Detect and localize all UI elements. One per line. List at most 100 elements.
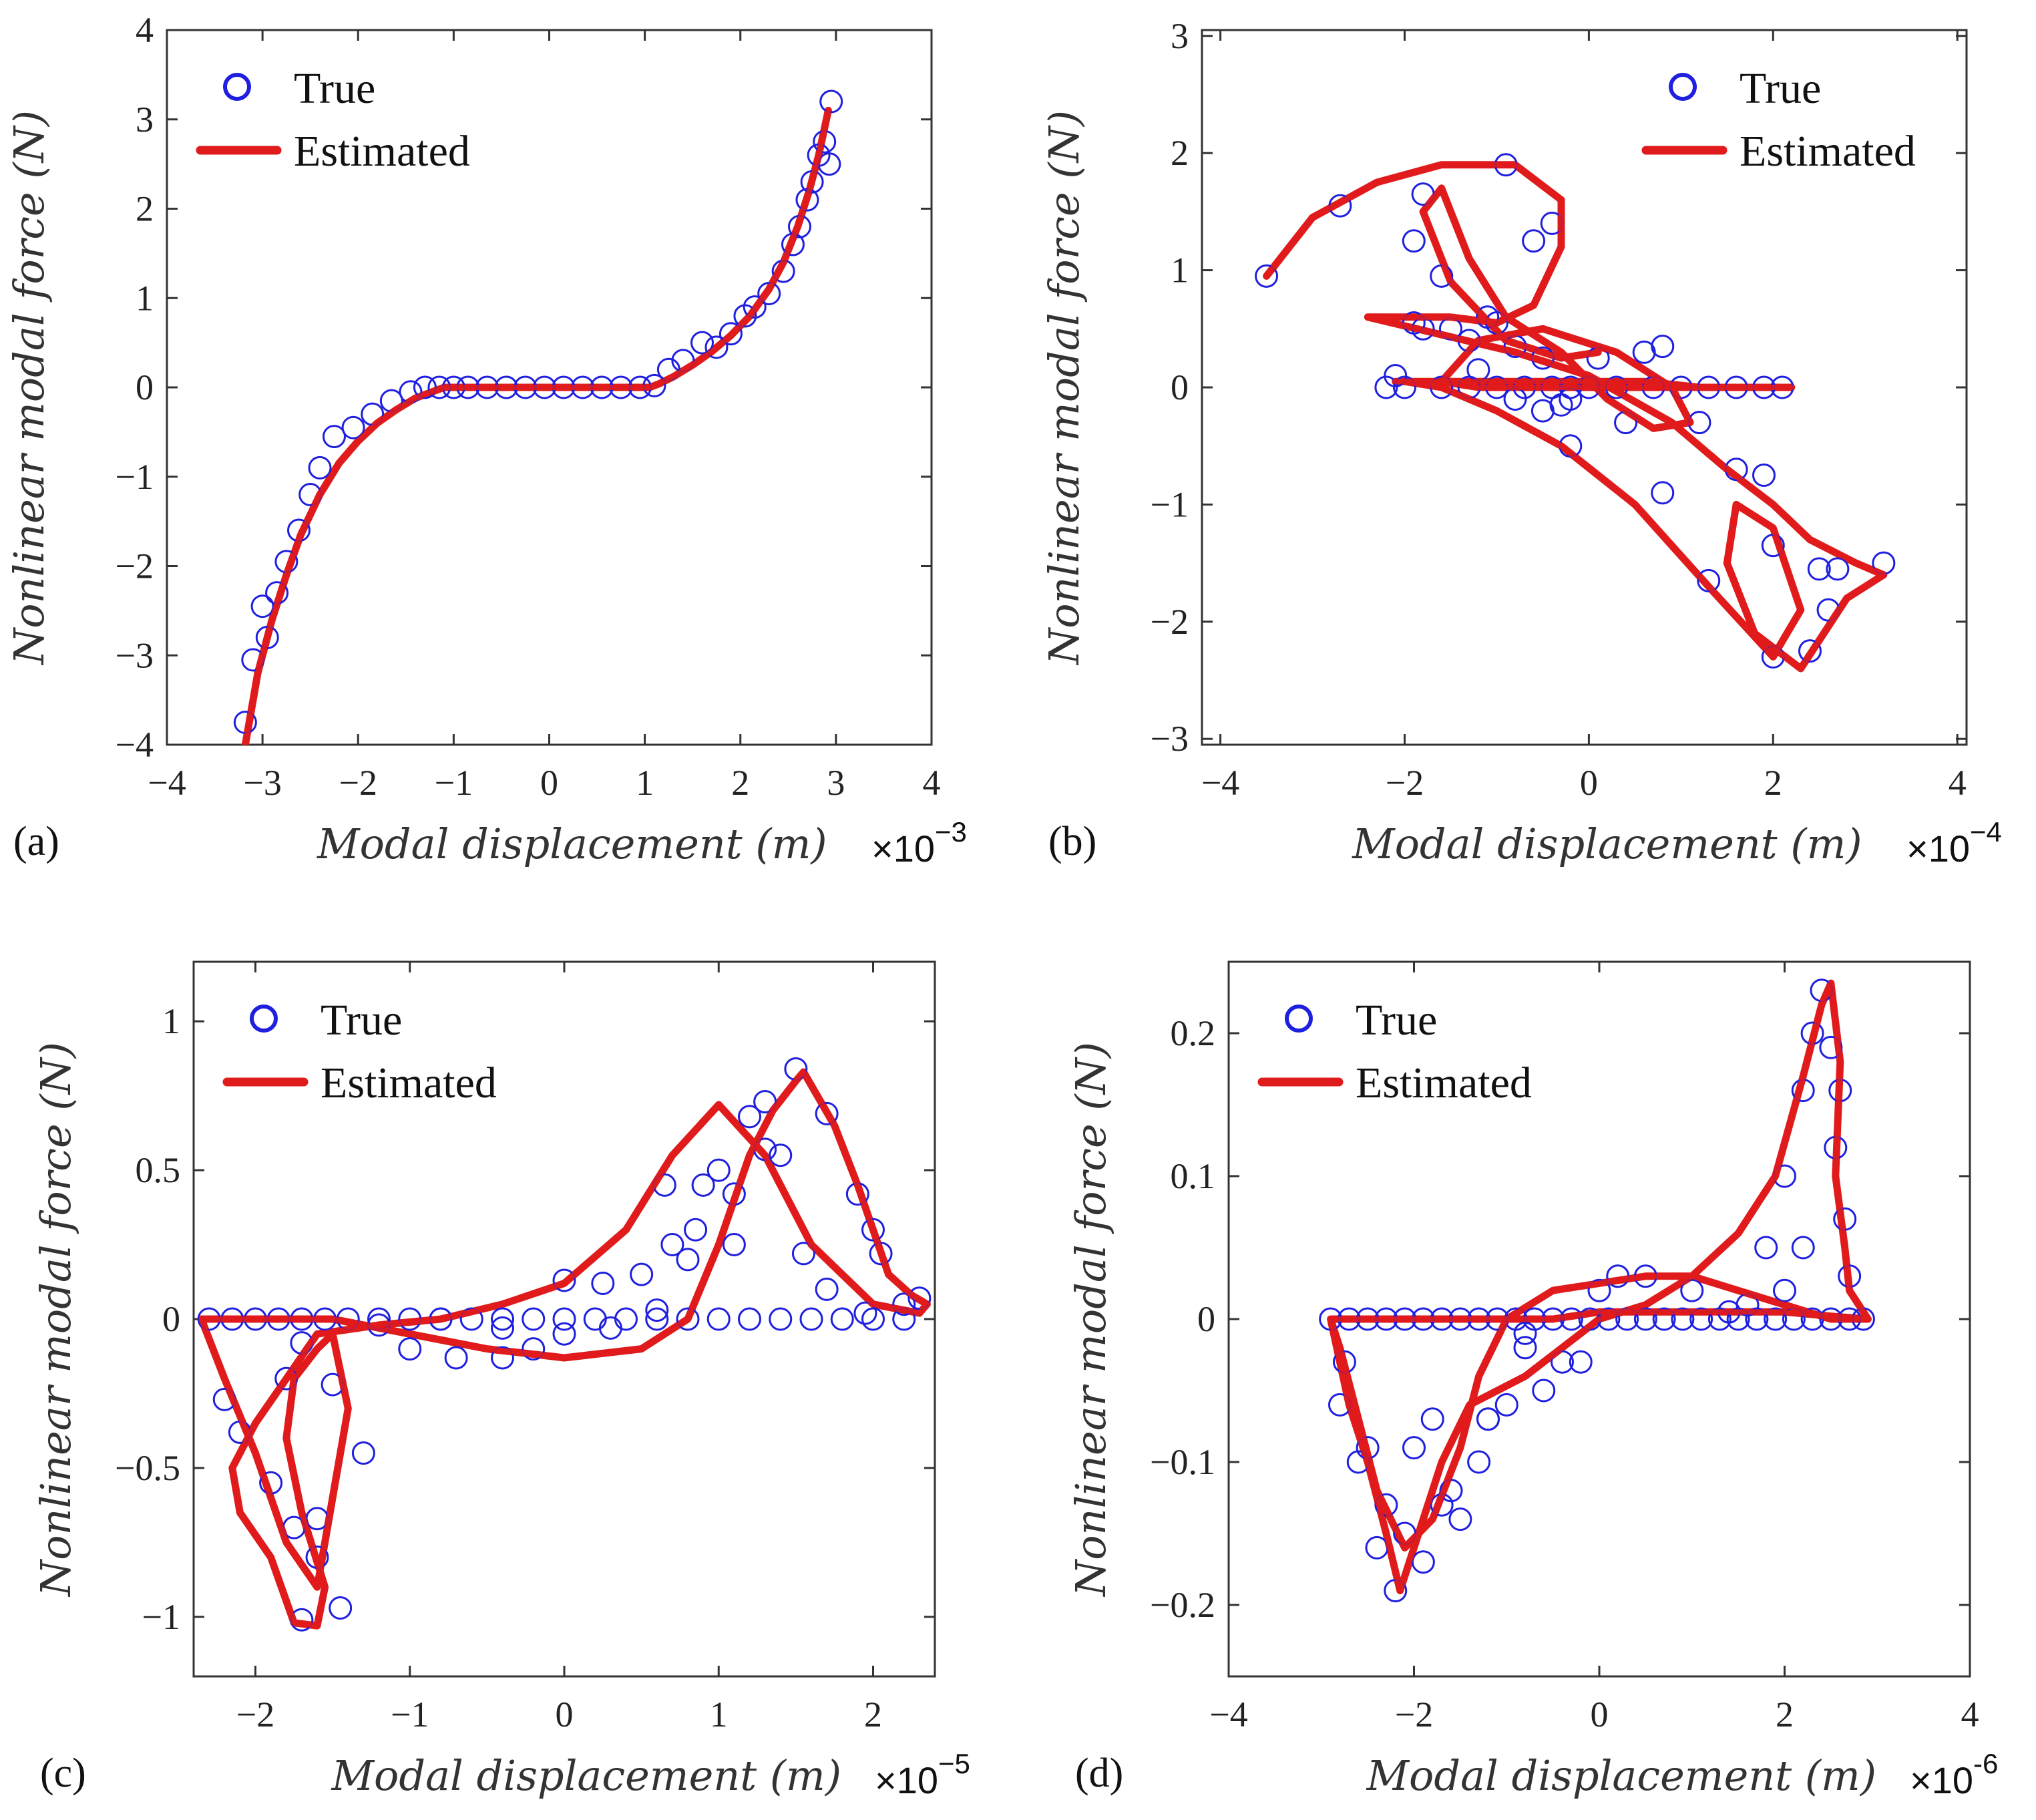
legend-marker-true xyxy=(1669,73,1697,101)
data-point-true xyxy=(645,1298,669,1322)
plot-area xyxy=(1255,153,1896,673)
y-tick-label: −1 xyxy=(116,457,154,497)
data-point-true xyxy=(684,1218,708,1242)
data-point-true xyxy=(704,335,729,359)
chart-panel-a: −4 −3 −2 −1 0 1 2 3 4 −4 −3 −2 −1 0 1 2 3 4 Modal displace… xyxy=(5,10,967,870)
plot-area xyxy=(1319,978,1875,1603)
legend-label-estimated: Estimated xyxy=(1740,127,1916,176)
data-point-true xyxy=(1467,1450,1491,1474)
y-tick-label: 1 xyxy=(1171,250,1189,291)
x-axis-label: Modal displacement (m) xyxy=(1352,820,1862,868)
y-axis-label: Nonlinear modal force (N) xyxy=(1066,1042,1115,1598)
data-point-true xyxy=(630,1262,654,1286)
data-point-true xyxy=(1476,1407,1500,1431)
y-axis-label: Nonlinear modal force (N) xyxy=(5,110,53,666)
data-point-true xyxy=(552,1268,576,1292)
data-point-true xyxy=(444,1346,468,1370)
y-tick-label: 4 xyxy=(136,10,154,50)
series-line-estimated-overlay xyxy=(1263,162,1886,671)
data-point-true xyxy=(861,1307,885,1331)
data-point-true xyxy=(522,1337,546,1361)
data-point-true xyxy=(1365,1535,1389,1560)
series-line-estimated-overlay xyxy=(242,108,831,745)
data-point-true xyxy=(1791,1236,1815,1260)
data-point-true xyxy=(722,1233,746,1257)
x-tick-label: −4 xyxy=(1201,763,1239,803)
x-tick-label: 1 xyxy=(636,763,654,803)
x-tick-label: 2 xyxy=(731,763,749,803)
data-point-true xyxy=(769,1143,793,1167)
x-tick-label: −2 xyxy=(236,1694,274,1735)
x-tick-label: −1 xyxy=(391,1694,429,1735)
data-point-true xyxy=(1420,1407,1444,1431)
x-tick-label: 4 xyxy=(923,763,941,803)
series-line-estimated xyxy=(1263,161,1888,673)
legend: True Estimated xyxy=(222,996,497,1107)
data-point-true xyxy=(1689,1307,1713,1331)
data-point-true xyxy=(329,1596,353,1620)
data-point-true xyxy=(869,1242,893,1266)
data-point-true xyxy=(491,1346,514,1370)
x-tick-label: 3 xyxy=(827,763,845,803)
plot-area xyxy=(233,89,843,745)
y-tick-label: −3 xyxy=(116,635,154,675)
x-tick-label: −4 xyxy=(148,763,186,803)
data-point-true xyxy=(645,1307,669,1331)
data-point-true xyxy=(1632,340,1656,364)
data-point-true xyxy=(1402,229,1426,253)
series-line-estimated-overlay xyxy=(1328,980,1871,1594)
data-point-true xyxy=(552,1307,576,1331)
x-tick-label: 2 xyxy=(1776,1694,1794,1735)
data-point-true xyxy=(830,1307,854,1331)
data-point-true xyxy=(853,1301,877,1325)
data-point-true xyxy=(305,1507,329,1531)
data-point-true xyxy=(614,1307,638,1331)
panel-label: (a) xyxy=(13,819,59,864)
y-tick-label: 2 xyxy=(1171,133,1189,173)
legend-marker-true xyxy=(250,1005,278,1033)
data-point-true xyxy=(1522,229,1546,253)
data-point-true xyxy=(1374,375,1398,399)
data-point-true xyxy=(413,375,437,399)
chart-panel-c: −2 −1 0 1 2 −1 −0.5 0 0.5 1 Modal displacement (m)… xyxy=(31,960,970,1801)
x-axis-label: Modal displacement (m) xyxy=(1366,1751,1876,1800)
y-tick-label: 0.1 xyxy=(1171,1156,1216,1196)
data-point-true xyxy=(1754,1236,1778,1260)
data-point-true xyxy=(706,1158,731,1182)
legend-label-true: True xyxy=(1356,996,1437,1045)
data-point-true xyxy=(250,594,274,618)
y-tick-label: 3 xyxy=(136,100,154,140)
x-tick-label: 0 xyxy=(1591,1694,1609,1735)
y-tick-label: 0 xyxy=(162,1299,180,1339)
legend-label-estimated: Estimated xyxy=(1356,1059,1532,1107)
data-point-true xyxy=(691,1173,715,1197)
plot-area xyxy=(197,1057,932,1632)
data-point-true xyxy=(907,1286,932,1310)
data-point-true xyxy=(753,1090,777,1114)
data-point-true xyxy=(1569,1350,1593,1374)
data-point-true xyxy=(1807,557,1831,581)
y-tick-label: 0 xyxy=(1171,367,1189,407)
x-tick-label: 0 xyxy=(556,1694,574,1735)
data-point-true xyxy=(583,1307,607,1331)
data-point-true xyxy=(1752,464,1776,488)
data-point-true xyxy=(1392,375,1416,399)
y-tick-label: −0.5 xyxy=(115,1448,180,1488)
data-point-true xyxy=(719,322,743,346)
data-point-true xyxy=(398,1337,422,1361)
data-point-true xyxy=(491,1307,514,1331)
data-point-true xyxy=(690,331,714,355)
x-tick-label: −2 xyxy=(1395,1694,1433,1735)
y-tick-label: 3 xyxy=(1171,16,1189,56)
data-point-true xyxy=(815,1101,839,1125)
y-tick-label: 0.2 xyxy=(1171,1013,1216,1053)
data-point-true xyxy=(676,1307,700,1331)
chart-panel-b: −4 −2 0 2 4 −3 −2 −1 0 1 2 3 Modal displacement (m) ×… xyxy=(1040,16,2002,870)
data-point-true xyxy=(522,1307,546,1331)
chart-panel-d: −4 −2 0 2 4 −0.2 −0.1 0 0.1 0.2 Modal displacement… xyxy=(1066,960,1998,1801)
series-line-estimated xyxy=(241,106,832,745)
y-tick-label: −2 xyxy=(1151,602,1189,642)
data-point-true xyxy=(676,1248,700,1272)
data-point-true xyxy=(1448,1507,1472,1531)
x-tick-label: −2 xyxy=(339,763,377,803)
